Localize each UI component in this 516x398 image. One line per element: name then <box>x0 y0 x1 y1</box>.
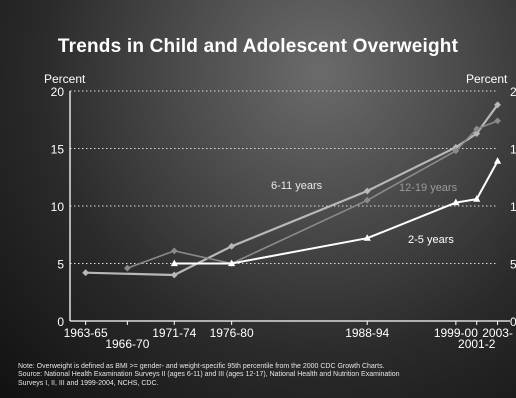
series-label-2-5-years: 2-5 years <box>408 234 454 246</box>
point-6-11-years-6 <box>494 101 501 109</box>
axis-layer: Percent Percent 0 0 5 5 10 1 15 1 20 2 1963-651966… <box>44 72 516 351</box>
y-axis-label-right: Percent <box>466 72 508 86</box>
point-12-19-years-0 <box>123 264 131 272</box>
x-tick-label-1971-74: 1971-74 <box>152 326 196 340</box>
point-2-5-years-1 <box>228 259 236 267</box>
y-tick-label-right-0: 0 <box>510 315 516 329</box>
point-2-5-years-2 <box>363 234 371 241</box>
x-tick-label-1963-65: 1963-65 <box>64 326 108 340</box>
y-tick-label-right-15: 1 <box>510 143 516 157</box>
y-tick-label-5: 5 <box>57 258 64 272</box>
point-6-11-years-3 <box>363 187 371 195</box>
series-label-12-19-years: 12-19 years <box>399 182 458 194</box>
point-6-11-years-1 <box>170 271 178 279</box>
y-tick-label-right-5: 5 <box>510 258 516 272</box>
y-tick-label-right-10: 1 <box>510 200 516 214</box>
series-line-2-5-years <box>174 160 499 265</box>
series-label-6-11-years: 6-11 years <box>271 180 323 192</box>
x-tick-label-1976-80: 1976-80 <box>210 326 254 340</box>
point-12-19-years-4 <box>452 147 460 155</box>
x-tick-label-1999-00: 1999-00 <box>434 326 478 340</box>
y-tick-label-20: 20 <box>51 85 65 99</box>
y-tick-label-10: 10 <box>51 200 65 214</box>
point-2-5-years-0 <box>170 259 178 267</box>
y-tick-label-0: 0 <box>57 315 64 329</box>
point-12-19-years-5 <box>473 125 481 133</box>
series-layer <box>82 101 502 279</box>
footnote-line-1: Note: Overweight is defined as BMI >= ge… <box>18 363 385 370</box>
point-12-19-years-3 <box>363 196 371 204</box>
y-tick-label-15: 15 <box>51 143 65 157</box>
point-6-11-years-5 <box>473 130 481 137</box>
x-tick-label-2003-: 2003- <box>482 326 513 340</box>
point-12-19-years-1 <box>170 247 178 255</box>
point-2-5-years-4 <box>473 195 481 202</box>
series-line-12-19-years <box>127 120 498 269</box>
point-2-5-years-5 <box>493 157 502 164</box>
chart-title: Trends in Child and Adolescent Overweigh… <box>57 36 459 57</box>
x-tick-label-2001-2: 2001-2 <box>458 337 496 351</box>
point-12-19-years-6 <box>494 117 501 125</box>
series-label-layer: 6-11 years 12-19 years 2-5 years <box>271 180 458 246</box>
footnote-line-3: Surveys I, II, III and 1999-2004, NCHS, … <box>18 379 159 387</box>
point-6-11-years-0 <box>82 269 90 277</box>
x-tick-label-1988-94: 1988-94 <box>345 326 389 340</box>
footnote: Note: Overweight is defined as BMI >= ge… <box>18 363 510 388</box>
footnote-line-2: Source: National Health Examination Surv… <box>18 371 400 379</box>
grid-layer <box>70 90 498 264</box>
y-axis-label-left: Percent <box>44 72 86 86</box>
point-2-5-years-3 <box>452 198 460 206</box>
point-6-11-years-2 <box>228 242 236 250</box>
y-tick-label-right-20: 2 <box>510 85 516 99</box>
x-tick-label-1966-70: 1966-70 <box>105 337 149 351</box>
